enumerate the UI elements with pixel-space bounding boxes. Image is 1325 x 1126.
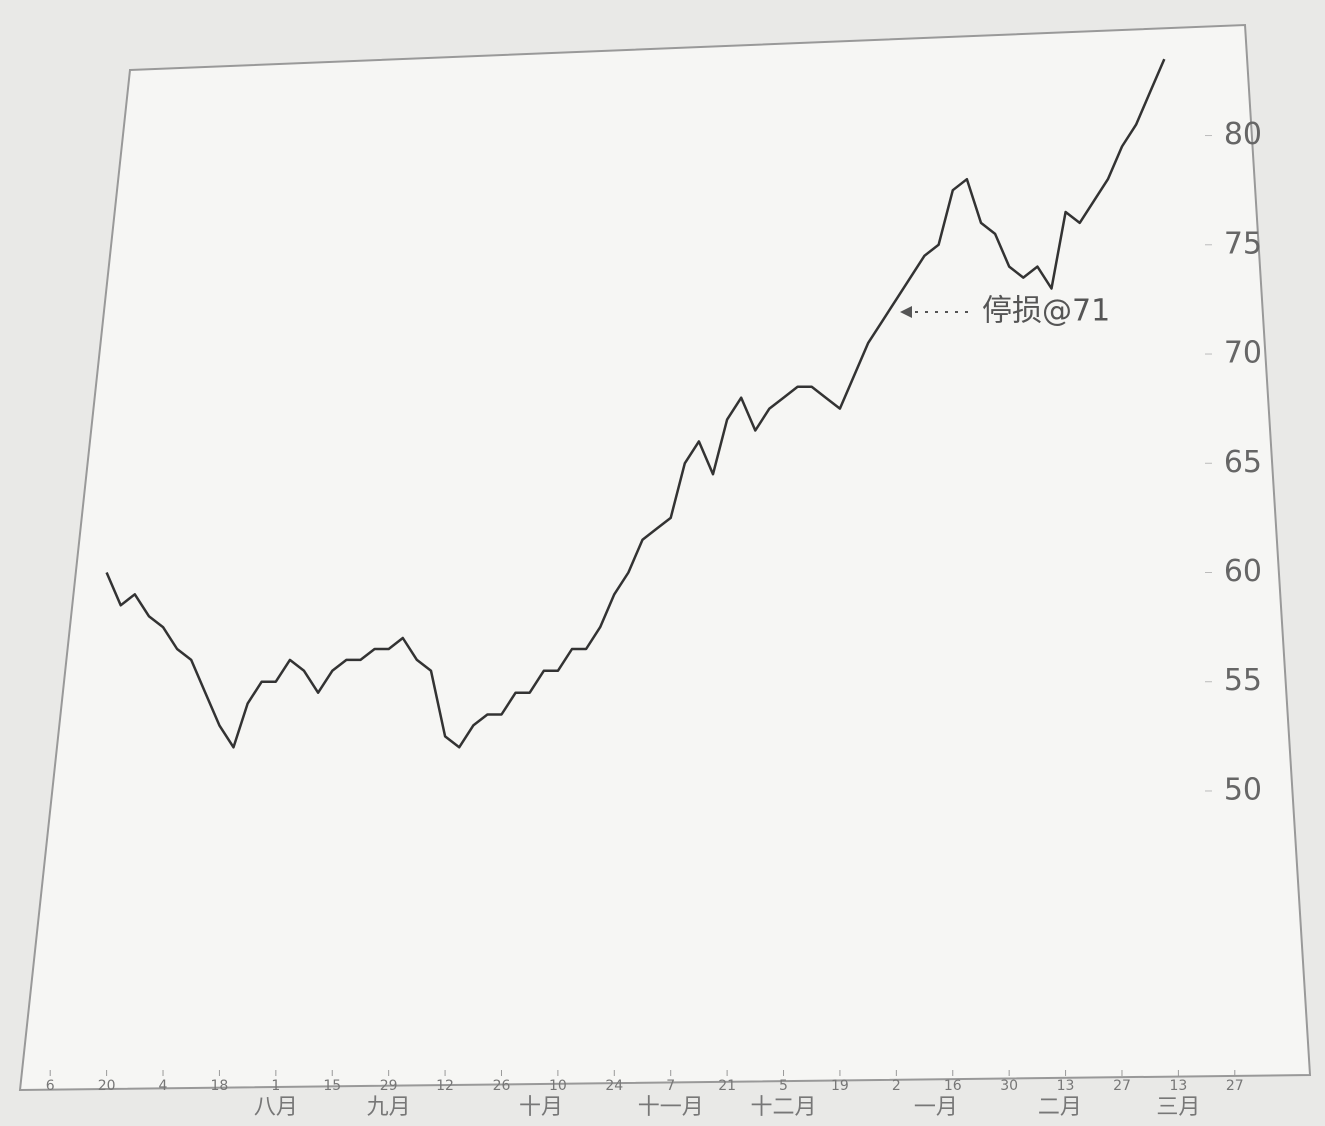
month-label: 十二月 [751, 1095, 817, 1120]
month-label: 十一月 [638, 1095, 704, 1120]
x-tick-label: 15 [323, 1078, 341, 1094]
x-tick-label: 27 [1113, 1078, 1131, 1094]
x-tick-label: 10 [549, 1078, 567, 1094]
month-label: 九月 [367, 1095, 411, 1120]
annotation-arrow [900, 306, 912, 318]
month-label: 八月 [254, 1095, 298, 1120]
y-tick-label: 75 [1224, 226, 1262, 261]
month-label: 十月 [519, 1095, 563, 1120]
y-tick-label: 65 [1224, 445, 1262, 480]
x-tick-label: 4 [159, 1078, 168, 1094]
x-tick-label: 13 [1057, 1078, 1075, 1094]
x-tick-label: 5 [779, 1078, 788, 1094]
annotation: 停损@71 [982, 294, 1110, 329]
x-tick-label: 29 [380, 1078, 398, 1094]
x-tick-label: 24 [605, 1078, 623, 1094]
y-tick-label: 70 [1224, 336, 1262, 371]
x-tick-label: 30 [1000, 1078, 1018, 1094]
price-line [105, 58, 1166, 749]
x-tick-label: 16 [944, 1078, 962, 1094]
x-tick-label: 18 [211, 1078, 229, 1094]
month-label: 二月 [1038, 1095, 1082, 1120]
x-tick-label: 13 [1169, 1078, 1187, 1094]
x-tick-label: 1 [271, 1078, 280, 1094]
x-tick-label: 26 [493, 1078, 511, 1094]
y-tick-label: 55 [1224, 663, 1262, 698]
x-tick-label: 12 [436, 1078, 454, 1094]
x-tick-label: 19 [831, 1078, 849, 1094]
page-frame [18, 23, 1312, 1092]
x-tick-label: 20 [98, 1078, 116, 1094]
x-tick-label: 27 [1226, 1078, 1244, 1094]
x-tick-label: 2 [892, 1078, 901, 1094]
month-label: 三月 [1156, 1095, 1200, 1120]
x-tick-label: 21 [718, 1078, 736, 1094]
y-tick-label: 80 [1224, 117, 1262, 152]
y-tick-label: 60 [1224, 554, 1262, 589]
x-tick-label: 6 [46, 1078, 55, 1094]
month-label: 一月 [914, 1095, 958, 1120]
x-tick-label: 7 [666, 1078, 675, 1094]
y-tick-label: 50 [1224, 772, 1262, 807]
